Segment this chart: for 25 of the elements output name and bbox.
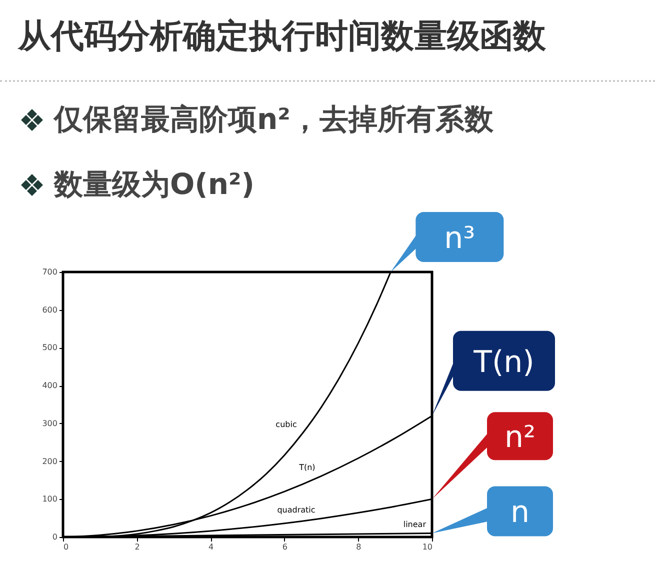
y-tick-label: 300	[42, 418, 58, 428]
text: T(n)	[472, 344, 534, 380]
x-tick-label: 8	[356, 542, 362, 552]
text: n	[510, 495, 530, 530]
x-tick-label: 10	[422, 542, 432, 552]
series-label: cubic	[276, 420, 297, 429]
x-tick-label: 0	[64, 542, 69, 552]
text: 数量级为O(n²)	[54, 166, 255, 203]
series-label: T(n)	[298, 463, 316, 472]
x-tick-label: 2	[134, 542, 140, 552]
text: n³	[444, 221, 476, 256]
chart-title: 从代码分析确定执行时间数量级函数	[18, 15, 546, 57]
y-tick-label: 100	[42, 494, 58, 504]
y-tick-label: 700	[42, 268, 58, 276]
series-label: linear	[403, 520, 427, 530]
text: 仅保留最高阶项n²，去掉所有系数	[54, 101, 494, 138]
y-tick-label: 600	[42, 305, 58, 314]
y-tick-label: 400	[42, 381, 58, 390]
x-tick-label: 4	[208, 542, 214, 552]
y-tick-label: 500	[42, 343, 58, 352]
y-tick-label: 200	[42, 456, 58, 466]
series-label: quadratic	[277, 505, 316, 514]
x-tick-label: 6	[282, 542, 288, 552]
text: n²	[504, 420, 536, 456]
y-tick-label: 0	[52, 532, 58, 542]
